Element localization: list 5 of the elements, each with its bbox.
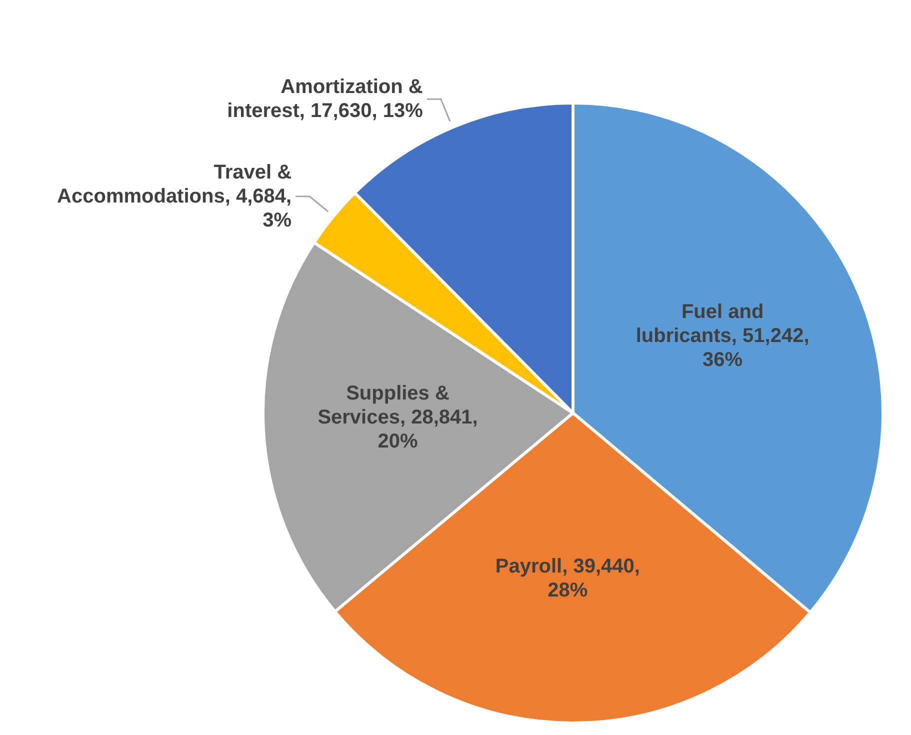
slice-label: Payroll, 39,440, 28% bbox=[495, 556, 640, 602]
slice-label: Supplies & Services, 28,841, 20% bbox=[318, 382, 478, 453]
slice-label: Travel & Accommodations, 4,684, 3% bbox=[57, 161, 292, 232]
slice-label: Fuel and lubricants, 51,242, 36% bbox=[636, 301, 810, 372]
slice-label: Amortization & interest, 17,630, 13% bbox=[227, 76, 424, 122]
